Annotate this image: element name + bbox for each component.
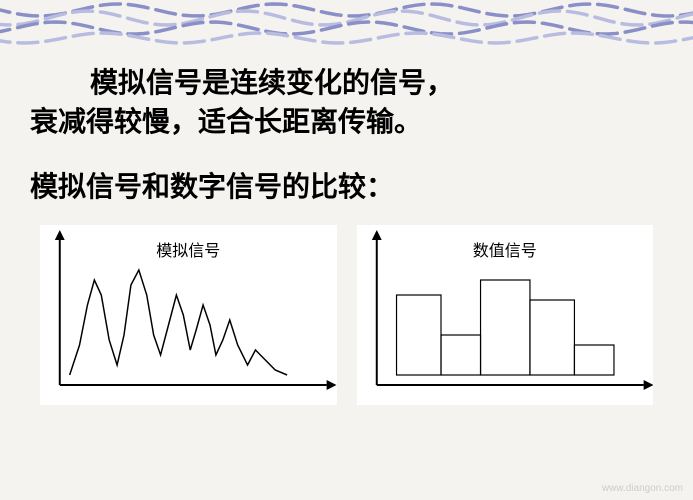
analog-chart-label: 模拟信号 bbox=[156, 237, 220, 261]
section-title: 模拟信号和数字信号的比较： bbox=[30, 165, 663, 205]
intro-line-2: 衰减得较慢，适合长距离传输。 bbox=[30, 102, 422, 141]
decorative-border bbox=[0, 0, 693, 48]
analog-chart: 模拟信号 bbox=[40, 225, 337, 405]
content-area: 模拟信号是连续变化的信号， 衰减得较慢，适合长距离传输。 模拟信号和数字信号的比… bbox=[0, 53, 693, 405]
digital-chart: 数值信号 bbox=[357, 225, 654, 405]
intro-line-1: 模拟信号是连续变化的信号， bbox=[90, 67, 454, 98]
intro-text: 模拟信号是连续变化的信号， 衰减得较慢，适合长距离传输。 bbox=[30, 63, 663, 141]
digital-chart-label: 数值信号 bbox=[473, 237, 537, 261]
watermark: www.diangon.com bbox=[602, 483, 683, 494]
charts-row: 模拟信号 数值信号 bbox=[30, 225, 663, 405]
